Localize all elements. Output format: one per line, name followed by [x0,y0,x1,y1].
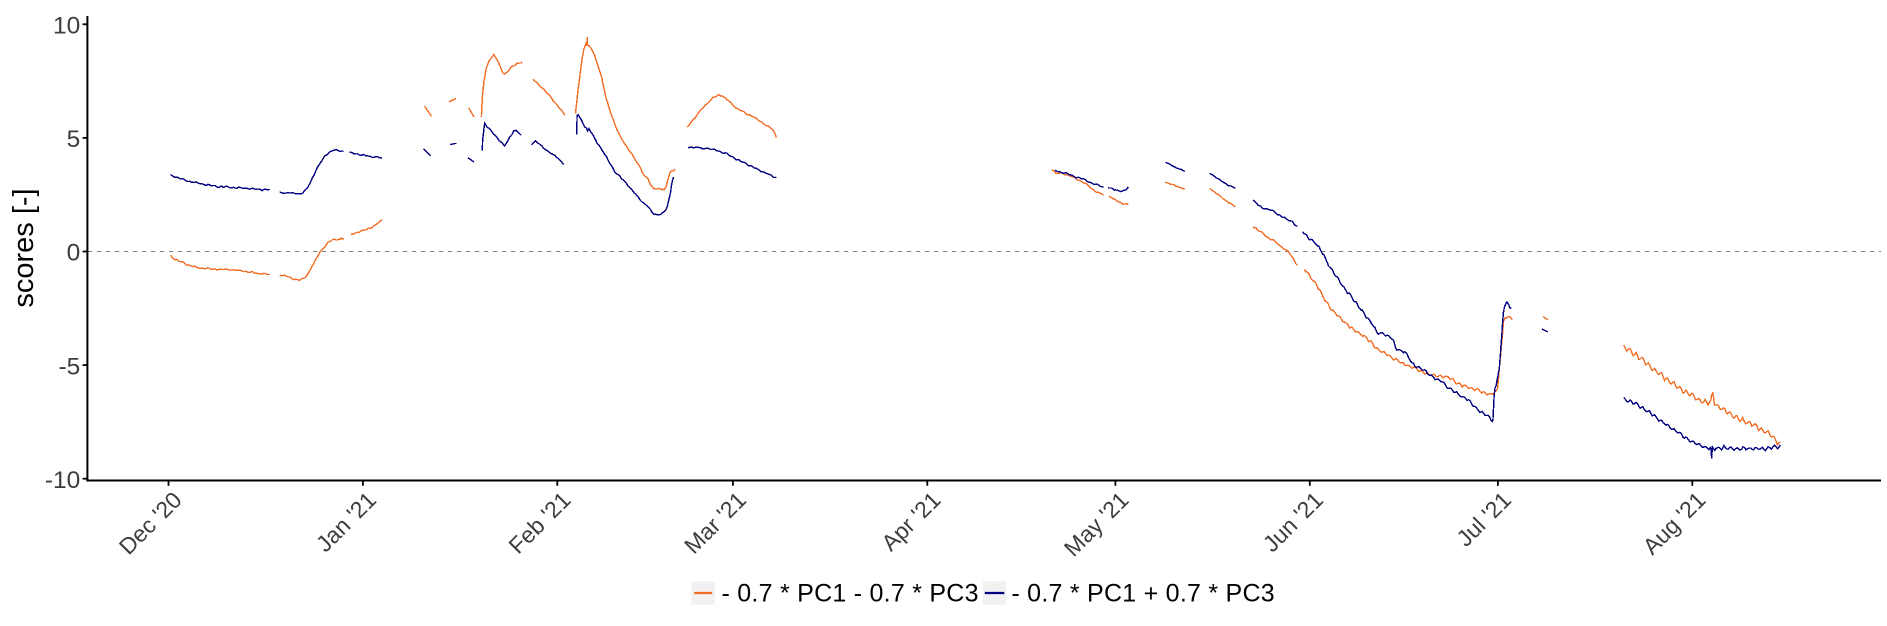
svg-text:- 0.7 * PC1 - 0.7 * PC3: - 0.7 * PC1 - 0.7 * PC3 [722,579,979,607]
svg-text:- 0.7 * PC1 + 0.7 * PC3: - 0.7 * PC1 + 0.7 * PC3 [1011,579,1275,607]
svg-text:scores [-]: scores [-] [8,188,40,307]
svg-text:5: 5 [67,126,81,153]
svg-text:0: 0 [67,240,81,267]
svg-text:10: 10 [53,13,80,40]
svg-text:-5: -5 [59,353,81,380]
svg-text:-10: -10 [45,467,80,494]
